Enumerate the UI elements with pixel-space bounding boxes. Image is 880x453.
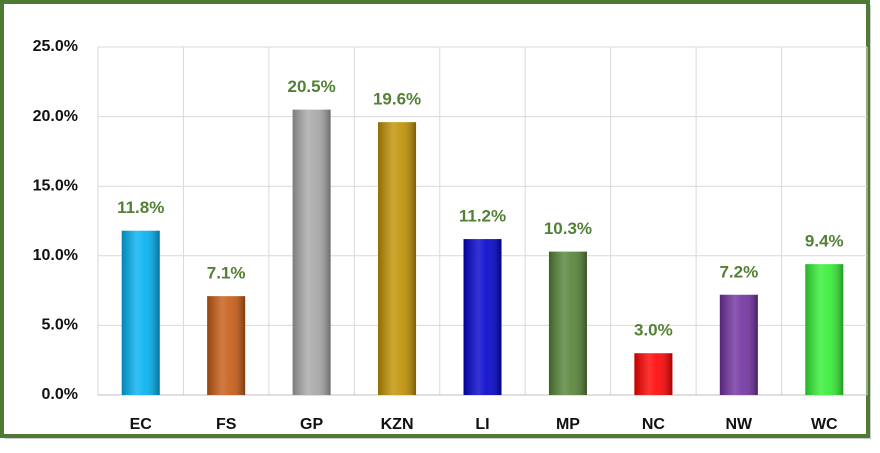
y-tick-label: 10.0% — [33, 247, 78, 264]
value-label: 7.2% — [719, 262, 758, 281]
y-tick-label: 15.0% — [33, 177, 78, 194]
bar-shading — [292, 109, 331, 395]
bar-shading — [463, 239, 502, 395]
x-tick-label: LI — [475, 416, 489, 433]
x-tick-label: NC — [642, 416, 666, 433]
bar-shading — [634, 353, 673, 395]
y-tick-label: 5.0% — [42, 317, 78, 334]
x-tick-label: KZN — [381, 416, 414, 433]
value-label: 11.8% — [117, 198, 164, 217]
value-label: 3.0% — [634, 321, 673, 340]
value-label: 11.2% — [459, 207, 506, 226]
bar-shading — [805, 264, 844, 395]
value-label: 9.4% — [805, 232, 844, 251]
value-label: 7.1% — [207, 264, 246, 283]
x-tick-label: EC — [130, 416, 153, 433]
bar-shading — [121, 230, 160, 395]
bar-shading — [378, 122, 417, 395]
x-tick-label: FS — [216, 416, 237, 433]
x-tick-label: NW — [726, 416, 754, 433]
bar-shading — [719, 294, 758, 395]
x-tick-label: GP — [300, 416, 323, 433]
value-label: 10.3% — [544, 219, 592, 238]
value-label: 19.6% — [373, 90, 421, 109]
bar-shading — [548, 251, 587, 395]
y-tick-label: 0.0% — [42, 386, 78, 403]
x-tick-label: WC — [811, 416, 838, 433]
value-label: 20.5% — [288, 77, 336, 96]
y-tick-label: 25.0% — [33, 38, 78, 55]
bar-shading — [207, 296, 246, 395]
y-tick-label: 20.0% — [33, 108, 78, 125]
x-tick-label: MP — [556, 416, 580, 433]
